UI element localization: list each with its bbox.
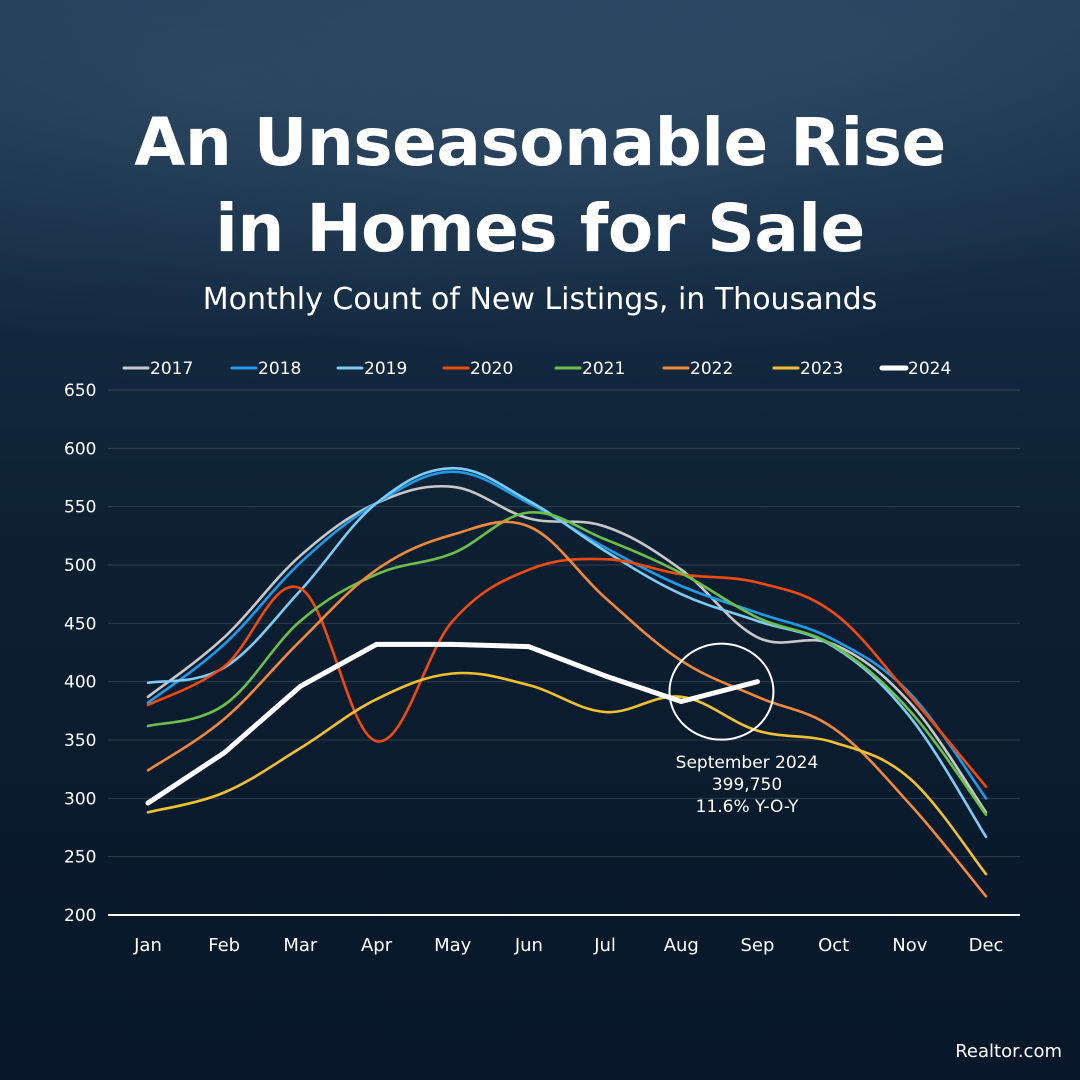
x-tick-label: May [434,935,472,956]
y-tick-label: 600 [64,439,96,459]
x-tick-label: Dec [969,935,1004,956]
legend-label-2024: 2024 [908,359,951,379]
x-tick-label: Aug [664,935,699,956]
series-line-2017 [146,484,988,814]
x-tick-label: Nov [892,935,927,956]
x-tick-label: Jul [593,935,616,956]
series-line-2021 [146,511,988,816]
annotation-date: September 2024 [675,753,819,773]
y-tick-label: 500 [64,556,96,576]
annotation-yoy: 11.6% Y-O-Y [695,797,799,817]
x-tick-label: Jun [514,935,543,956]
y-tick-label: 300 [64,789,96,809]
highlight-circle [668,642,775,741]
x-tick-label: Feb [208,935,240,956]
series-line-2020 [146,557,988,788]
y-tick-label: 450 [64,614,96,634]
series-line-2024 [145,641,760,806]
legend-label-2022: 2022 [690,359,733,379]
x-tick-label: Sep [740,935,774,956]
chart-subtitle: Monthly Count of New Listings, in Thousa… [202,282,878,317]
highlight-annotation: September 2024 399,750 11.6% Y-O-Y [636,752,858,818]
y-tick-label: 400 [64,673,96,693]
chart-title-text: An Unseasonable Rise in Homes for Sale [134,104,946,267]
y-tick-label: 650 [64,381,96,401]
y-tick-label: 550 [64,498,96,518]
x-tick-label: Jan [133,935,162,956]
x-tick-label: Mar [283,935,318,956]
legend-label-2021: 2021 [582,359,625,379]
series-line-2023 [146,671,988,876]
brand-logo-text: Realtor.com [955,1041,1062,1062]
legend-label-2018: 2018 [258,359,301,379]
series-line-2019 [146,466,988,839]
series-line-2022 [146,520,988,898]
x-tick-label: Apr [361,935,393,956]
legend-label-2023: 2023 [800,359,843,379]
chart-title: An Unseasonable Rise in Homes for Sale [0,100,1080,272]
legend-label-2017: 2017 [150,359,193,379]
y-tick-label: 250 [64,848,96,868]
annotation-value: 399,750 [711,775,783,795]
y-tick-label: 200 [64,906,96,926]
legend-label-2020: 2020 [470,359,513,379]
y-tick-label: 350 [64,731,96,751]
x-tick-label: Oct [818,935,849,956]
legend-label-2019: 2019 [364,359,407,379]
